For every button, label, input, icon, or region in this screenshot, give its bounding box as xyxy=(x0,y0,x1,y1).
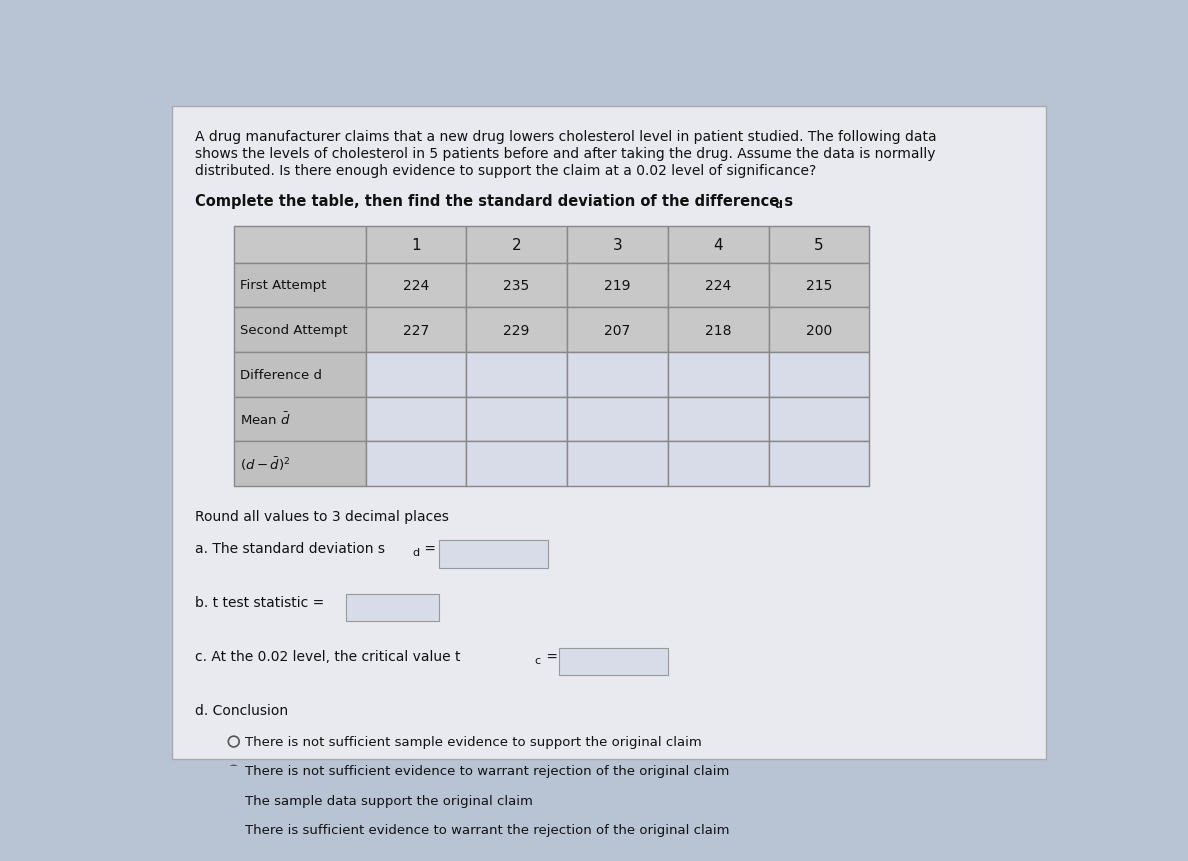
Text: Round all values to 3 decimal places: Round all values to 3 decimal places xyxy=(195,510,449,523)
Bar xyxy=(769,308,870,352)
Text: 227: 227 xyxy=(403,323,429,338)
Text: =: = xyxy=(542,649,558,663)
Bar xyxy=(466,263,567,308)
Text: 207: 207 xyxy=(605,323,631,338)
Text: 215: 215 xyxy=(805,279,832,293)
Bar xyxy=(366,308,466,352)
Bar xyxy=(366,226,466,263)
Text: a. The standard deviation s: a. The standard deviation s xyxy=(195,542,385,555)
Text: d: d xyxy=(412,547,419,557)
Bar xyxy=(668,397,769,442)
Bar xyxy=(769,226,870,263)
Bar xyxy=(234,226,366,263)
Text: 229: 229 xyxy=(504,323,530,338)
Bar xyxy=(234,442,366,486)
Text: There is not sufficient sample evidence to support the original claim: There is not sufficient sample evidence … xyxy=(246,735,702,748)
Bar xyxy=(366,263,466,308)
Bar xyxy=(366,397,466,442)
Bar xyxy=(560,647,668,676)
Bar xyxy=(466,352,567,397)
Text: c: c xyxy=(535,654,541,665)
Text: 200: 200 xyxy=(805,323,832,338)
Bar xyxy=(668,308,769,352)
Text: c. At the 0.02 level, the critical value t: c. At the 0.02 level, the critical value… xyxy=(195,649,461,663)
Text: Complete the table, then find the standard deviation of the difference s: Complete the table, then find the standa… xyxy=(195,194,794,209)
Bar xyxy=(346,594,440,622)
Bar xyxy=(567,352,668,397)
Text: First Attempt: First Attempt xyxy=(240,279,327,292)
Bar xyxy=(668,442,769,486)
Bar xyxy=(567,263,668,308)
Bar xyxy=(466,226,567,263)
Text: =: = xyxy=(419,542,436,555)
Text: 224: 224 xyxy=(704,279,732,293)
Bar xyxy=(567,308,668,352)
Bar xyxy=(668,263,769,308)
Text: A drug manufacturer claims that a new drug lowers cholesterol level in patient s: A drug manufacturer claims that a new dr… xyxy=(195,130,936,145)
Text: $(d - \bar{d})^2$: $(d - \bar{d})^2$ xyxy=(240,455,290,473)
Text: Mean $\bar{d}$: Mean $\bar{d}$ xyxy=(240,412,291,428)
Text: 224: 224 xyxy=(403,279,429,293)
Bar xyxy=(769,442,870,486)
Text: distributed. Is there enough evidence to support the claim at a 0.02 level of si: distributed. Is there enough evidence to… xyxy=(195,164,816,178)
Text: There is sufficient evidence to warrant the rejection of the original claim: There is sufficient evidence to warrant … xyxy=(246,823,729,836)
Bar xyxy=(466,442,567,486)
FancyBboxPatch shape xyxy=(172,107,1045,759)
Bar xyxy=(234,263,366,308)
Text: 219: 219 xyxy=(605,279,631,293)
Text: Difference d: Difference d xyxy=(240,369,322,381)
Bar xyxy=(567,442,668,486)
Bar xyxy=(466,308,567,352)
Bar xyxy=(366,442,466,486)
Bar xyxy=(769,263,870,308)
Text: 235: 235 xyxy=(504,279,530,293)
Text: The sample data support the original claim: The sample data support the original cla… xyxy=(246,794,533,807)
Text: 5: 5 xyxy=(814,238,823,252)
Bar xyxy=(440,540,548,568)
Text: d. Conclusion: d. Conclusion xyxy=(195,703,289,717)
Bar xyxy=(769,352,870,397)
Text: 3: 3 xyxy=(613,238,623,252)
Bar xyxy=(366,352,466,397)
Bar xyxy=(234,352,366,397)
Text: d: d xyxy=(775,201,783,210)
Text: Second Attempt: Second Attempt xyxy=(240,324,348,337)
Text: b. t test statistic =: b. t test statistic = xyxy=(195,596,324,610)
Text: 218: 218 xyxy=(704,323,732,338)
Bar xyxy=(234,397,366,442)
Bar xyxy=(668,352,769,397)
Bar xyxy=(668,226,769,263)
Text: 1: 1 xyxy=(411,238,421,252)
Text: shows the levels of cholesterol in 5 patients before and after taking the drug. : shows the levels of cholesterol in 5 pat… xyxy=(195,147,935,161)
Text: 4: 4 xyxy=(713,238,723,252)
Text: There is not sufficient evidence to warrant rejection of the original claim: There is not sufficient evidence to warr… xyxy=(246,765,729,777)
Text: 2: 2 xyxy=(512,238,522,252)
Bar xyxy=(466,397,567,442)
Bar xyxy=(234,308,366,352)
Bar xyxy=(567,397,668,442)
Bar xyxy=(769,397,870,442)
Bar xyxy=(567,226,668,263)
